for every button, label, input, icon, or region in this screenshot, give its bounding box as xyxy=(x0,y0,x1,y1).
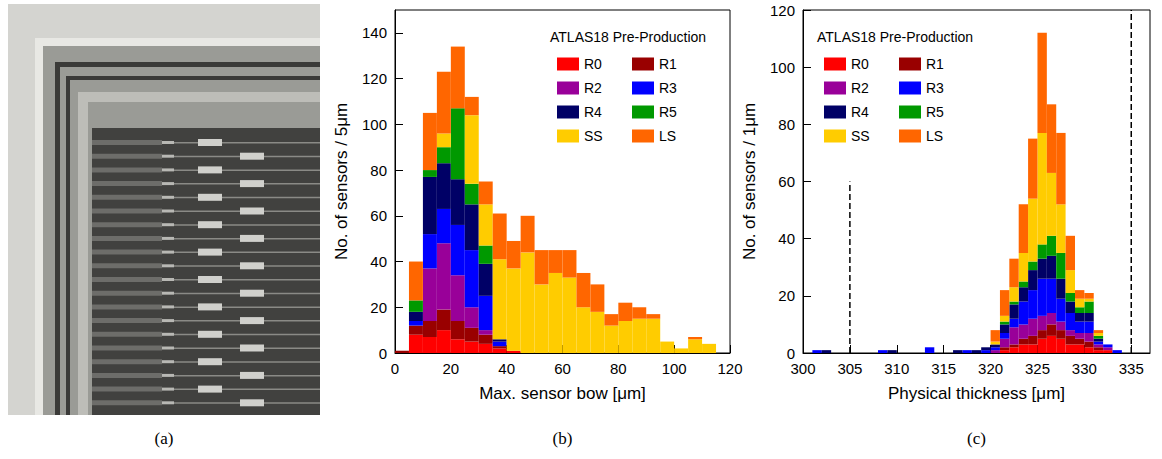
svg-text:R1: R1 xyxy=(659,56,677,72)
svg-text:20: 20 xyxy=(370,299,387,316)
svg-text:0: 0 xyxy=(379,345,387,362)
svg-text:(b): (b) xyxy=(553,429,573,448)
svg-text:120: 120 xyxy=(362,70,387,87)
svg-text:60: 60 xyxy=(554,360,571,377)
svg-text:100: 100 xyxy=(770,59,795,76)
svg-text:120: 120 xyxy=(717,360,742,377)
svg-text:20: 20 xyxy=(442,360,459,377)
svg-text:R2: R2 xyxy=(584,80,602,96)
svg-text:315: 315 xyxy=(931,360,956,377)
svg-text:325: 325 xyxy=(1025,360,1050,377)
svg-text:100: 100 xyxy=(662,360,687,377)
svg-text:40: 40 xyxy=(370,253,387,270)
svg-text:60: 60 xyxy=(370,207,387,224)
svg-text:(c): (c) xyxy=(967,429,986,448)
svg-text:120: 120 xyxy=(770,2,795,19)
svg-text:80: 80 xyxy=(610,360,627,377)
svg-text:60: 60 xyxy=(778,173,795,190)
svg-text:SS: SS xyxy=(851,128,870,144)
svg-text:No. of sensors / 5μm: No. of sensors / 5μm xyxy=(332,103,351,260)
svg-text:LS: LS xyxy=(926,128,943,144)
svg-text:330: 330 xyxy=(1072,360,1097,377)
svg-text:305: 305 xyxy=(837,360,862,377)
svg-text:100: 100 xyxy=(362,116,387,133)
svg-text:Physical thickness [μm]: Physical thickness [μm] xyxy=(888,384,1065,403)
svg-text:R3: R3 xyxy=(926,80,944,96)
svg-text:80: 80 xyxy=(778,116,795,133)
svg-text:140: 140 xyxy=(362,24,387,41)
svg-text:R3: R3 xyxy=(659,80,677,96)
svg-text:R2: R2 xyxy=(851,80,869,96)
svg-text:300: 300 xyxy=(790,360,815,377)
svg-text:R5: R5 xyxy=(659,104,677,120)
svg-text:40: 40 xyxy=(778,230,795,247)
svg-text:R1: R1 xyxy=(926,56,944,72)
svg-text:LS: LS xyxy=(659,128,676,144)
svg-text:No. of sensors / 1μm: No. of sensors / 1μm xyxy=(740,103,759,260)
svg-text:R4: R4 xyxy=(851,104,869,120)
svg-text:Max. sensor bow [μm]: Max. sensor bow [μm] xyxy=(479,384,646,403)
svg-text:20: 20 xyxy=(778,287,795,304)
svg-text:SS: SS xyxy=(584,128,603,144)
svg-text:R0: R0 xyxy=(851,56,869,72)
svg-text:R4: R4 xyxy=(584,104,602,120)
svg-text:0: 0 xyxy=(787,345,795,362)
svg-text:310: 310 xyxy=(884,360,909,377)
svg-text:40: 40 xyxy=(498,360,515,377)
svg-text:R5: R5 xyxy=(926,104,944,120)
svg-text:320: 320 xyxy=(978,360,1003,377)
svg-text:ATLAS18 Pre-Production: ATLAS18 Pre-Production xyxy=(817,29,973,45)
svg-text:0: 0 xyxy=(391,360,399,377)
svg-text:80: 80 xyxy=(370,162,387,179)
svg-text:ATLAS18 Pre-Production: ATLAS18 Pre-Production xyxy=(550,29,706,45)
svg-text:R0: R0 xyxy=(584,56,602,72)
svg-text:335: 335 xyxy=(1119,360,1144,377)
svg-text:(a): (a) xyxy=(155,429,174,448)
